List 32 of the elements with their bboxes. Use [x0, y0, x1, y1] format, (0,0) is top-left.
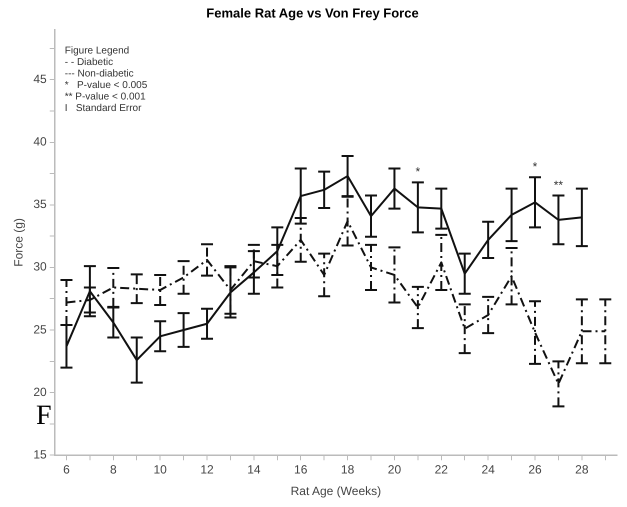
y-tick-label: 25 — [33, 322, 48, 336]
annotation: Figure Legend — [64, 45, 130, 56]
x-tick-label: 18 — [340, 462, 355, 477]
x-tick-label: 26 — [528, 462, 542, 477]
x-tick-label: 28 — [575, 462, 589, 477]
y-tick-label: 45 — [33, 72, 48, 86]
x-tick-label: 12 — [200, 462, 214, 477]
annotation: ** P-value < 0.001 — [64, 91, 146, 102]
annotation: - - Diabetic — [64, 56, 114, 68]
x-tick-label: 10 — [153, 462, 168, 477]
annotation: * — [532, 160, 538, 174]
x-tick-label: 8 — [110, 462, 117, 477]
y-tick-label: 35 — [33, 197, 48, 212]
y-axis-title: Force (g) — [12, 218, 26, 267]
x-tick-label: 20 — [388, 462, 402, 477]
y-tick-label: 30 — [33, 260, 48, 274]
x-tick-label: 6 — [63, 462, 70, 477]
chart-title: Female Rat Age vs Von Frey Force — [206, 5, 419, 20]
y-tick-label: 40 — [33, 134, 48, 149]
x-tick-label: 16 — [294, 462, 308, 477]
text: F — [36, 400, 52, 431]
annotation: * — [416, 164, 421, 179]
x-tick-label: 14 — [247, 462, 261, 477]
y-tick-label: 15 — [33, 448, 48, 462]
y-tick-label: 20 — [33, 384, 48, 399]
x-tick-label: 24 — [481, 462, 496, 477]
annotation: ** — [554, 178, 564, 192]
annotation: * P-value < 0.005 — [64, 80, 148, 91]
x-axis-title: Rat Age (Weeks) — [290, 484, 382, 498]
annotation: --- Non-diabetic — [64, 68, 134, 80]
annotation: I Standard Error — [64, 102, 142, 114]
x-tick-label: 22 — [434, 462, 448, 477]
